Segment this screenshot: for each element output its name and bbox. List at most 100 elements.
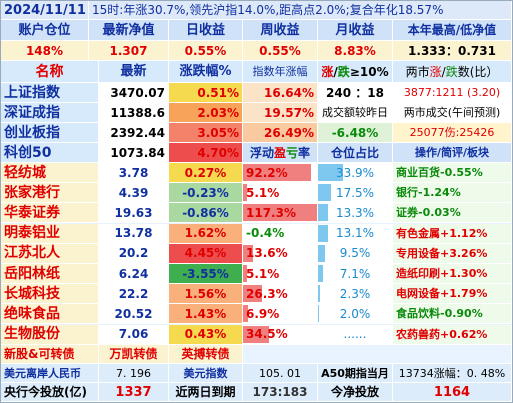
account-weekly: 0.55% <box>243 41 318 61</box>
position-ratio-value: 7.1% <box>339 266 371 281</box>
index-latest: 2392.44 <box>99 123 169 143</box>
holding-price: 20.2 <box>99 243 169 264</box>
position-ratio-cell: 17.5% <box>318 183 393 204</box>
sector-note: 商业百货-0.55% <box>393 163 512 183</box>
position-ratio-value: 13.1% <box>335 226 375 241</box>
holding-row: 绝味食品 20.52 1.43% 6.9% 2.0% 食品饮料-0.90% <box>1 304 512 325</box>
float-prefix: 浮动 <box>249 145 274 160</box>
float-pnl-bar <box>243 204 317 222</box>
sector-note: 证券-0.03% <box>393 203 512 224</box>
a50-label: A50期指当月 <box>318 364 393 383</box>
float-pnl-bar <box>243 265 247 282</box>
position-ratio-value: 33.9% <box>335 165 375 180</box>
position-ratio-bar <box>318 184 331 202</box>
index-latest: 11388.6 <box>99 103 169 123</box>
holding-name: 绝味食品 <box>1 304 99 325</box>
pboc-injection-label: 央行今投放(亿) <box>1 383 99 402</box>
account-position: 148% <box>1 41 89 61</box>
holding-row: 生物股份 7.06 0.43% 34.5%...... 农药兽药+0.62% <box>1 324 512 345</box>
holding-name: 江苏北人 <box>1 243 99 264</box>
index-header-name: 名称 <box>1 61 99 83</box>
holding-price: 13.78 <box>99 223 169 244</box>
count-prefix: 两市 <box>405 64 430 79</box>
count-up: 涨 <box>429 64 442 79</box>
float-pnl-value: 34.5% <box>246 327 288 342</box>
dxy-value: 105. 01 <box>243 364 318 383</box>
float-pnl-value: 5.1% <box>246 185 280 200</box>
holding-name: 长城科技 <box>1 284 99 305</box>
index-change: 4.70% <box>169 143 243 163</box>
sector-note: 银行-1.24% <box>393 183 512 204</box>
account-header-position: 账户仓位 <box>1 20 89 41</box>
a50-value: 13734涨幅：0. 48% <box>393 364 512 383</box>
position-ratio-value: 2.3% <box>339 286 371 301</box>
index-name: 创业板指 <box>1 123 99 143</box>
holding-row: 江苏北人 20.2 4.45% 13.6% 9.5% 专用设备+3.26% <box>1 243 512 264</box>
turnover-forecast: 25077伤:25426 <box>393 123 512 143</box>
holding-change: -0.23% <box>169 183 243 204</box>
account-header-nav: 最新净值 <box>89 20 169 41</box>
position-ratio-bar <box>318 285 320 303</box>
float-pnl-header: 浮动盈亏率 <box>243 143 318 163</box>
index-year-change: 16.64% <box>243 83 318 103</box>
index-name: 深证成指 <box>1 103 99 123</box>
float-pnl-cell: 34.5% <box>243 324 318 345</box>
index-header-up-down: 涨 / 跌 ≥10% <box>318 61 393 83</box>
float-pnl-bar <box>243 325 269 343</box>
holding-change: 0.27% <box>169 163 243 183</box>
float-suffix: 率 <box>298 145 311 160</box>
float-pnl-cell: 13.6% <box>243 243 318 264</box>
float-pnl-cell: 92.2% <box>243 163 318 183</box>
float-pnl-value: -0.4% <box>246 226 285 241</box>
account-header-weekly: 周收益 <box>243 20 318 41</box>
account-daily: 0.55% <box>169 41 243 61</box>
usd-cnh-label: 美元离岸人民币 <box>1 364 99 383</box>
index-change: 0.51% <box>169 83 243 103</box>
position-ratio-header: 仓位占比 <box>318 143 393 163</box>
holding-row: 长城科技 22.2 1.56% 26.3% 2.3% 电网设备+1.79% <box>1 284 512 305</box>
position-ratio-bar <box>318 244 326 262</box>
holding-change: -0.86% <box>169 203 243 224</box>
account-nav: 1.307 <box>89 41 169 61</box>
position-ratio-bar <box>318 224 328 242</box>
index-name: 上证指数 <box>1 83 99 103</box>
holding-row: 明泰铝业 13.78 1.62% -0.4% 13.1% 有色金属+1.12% <box>1 223 512 244</box>
float-pnl-cell: 26.3% <box>243 284 318 305</box>
sector-note: 造纸印刷+1.30% <box>393 264 512 284</box>
position-ratio-bar <box>318 305 320 323</box>
position-ratio-cell: 7.1% <box>318 264 393 284</box>
sector-note: 电网设备+1.79% <box>393 284 512 305</box>
position-ratio-cell: 2.3% <box>318 284 393 305</box>
account-header-year-range: 本年最高/低净值 <box>393 20 512 41</box>
position-ratio-cell: 13.3% <box>318 203 393 224</box>
maturing-value: 173:183 <box>243 383 318 402</box>
index-latest: 1073.84 <box>99 143 169 163</box>
holding-change: 0.43% <box>169 324 243 345</box>
position-ratio-value: 13.3% <box>335 205 375 220</box>
convertible-bond-2: 英搏转债 <box>169 345 243 364</box>
holding-name: 轻纺城 <box>1 163 99 183</box>
holding-price: 22.2 <box>99 284 169 305</box>
index-name: 科创50 <box>1 143 99 163</box>
holding-row: 岳阳林纸 6.24 -3.55% 5.1% 7.1% 造纸印刷+1.30% <box>1 264 512 284</box>
index-latest: 3470.07 <box>99 83 169 103</box>
index-change: 3.05% <box>169 123 243 143</box>
float-pnl-bar <box>243 305 249 323</box>
net-injection-label: 今净投放 <box>318 383 393 402</box>
position-ratio-value: ...... <box>343 327 367 342</box>
float-pnl-bar <box>243 244 254 262</box>
account-year-range: 1.333：0.731 <box>393 41 512 61</box>
holding-name: 张家港行 <box>1 183 99 204</box>
convertible-bond-1: 万凯转债 <box>99 345 169 364</box>
holding-name: 华泰证券 <box>1 203 99 224</box>
position-ratio-cell: 13.1% <box>318 223 393 244</box>
float-pnl-value: 92.2% <box>246 165 288 180</box>
holding-price: 6.24 <box>99 264 169 284</box>
position-ratio-cell: 2.0% <box>318 304 393 325</box>
pboc-injection-value: 1337 <box>99 383 169 402</box>
holding-change: -3.55% <box>169 264 243 284</box>
float-pnl-cell: 5.1% <box>243 264 318 284</box>
ops-header: 操作/简评/板块 <box>393 143 512 163</box>
account-monthly: 8.83% <box>318 41 393 61</box>
